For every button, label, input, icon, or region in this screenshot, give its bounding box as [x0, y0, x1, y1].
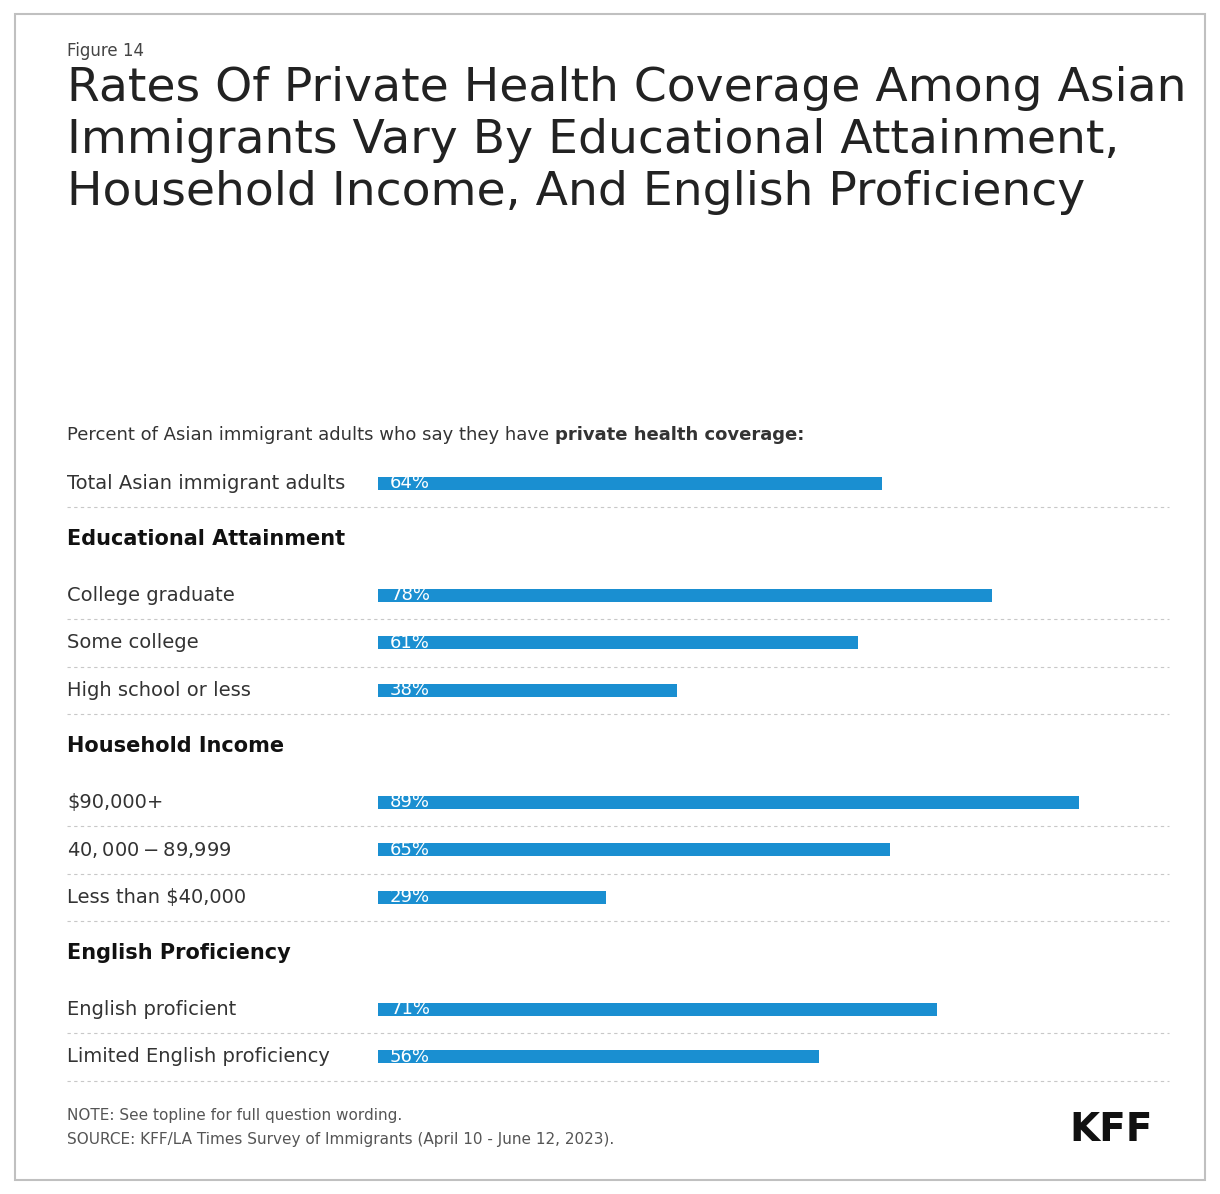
- Text: $90,000+: $90,000+: [67, 793, 163, 812]
- Bar: [378, 478, 882, 490]
- Text: 61%: 61%: [390, 634, 429, 652]
- Text: $40,000-$89,999: $40,000-$89,999: [67, 839, 232, 860]
- Text: 38%: 38%: [390, 682, 429, 700]
- Text: Percent of Asian immigrant adults who say they have: Percent of Asian immigrant adults who sa…: [67, 426, 555, 444]
- Text: English proficient: English proficient: [67, 999, 237, 1018]
- Text: Limited English proficiency: Limited English proficiency: [67, 1047, 329, 1066]
- Text: College graduate: College graduate: [67, 586, 234, 605]
- Bar: [378, 796, 1078, 808]
- Text: Some college: Some college: [67, 633, 199, 652]
- Text: KFF: KFF: [1070, 1110, 1153, 1149]
- Text: Figure 14: Figure 14: [67, 42, 144, 60]
- Bar: [378, 684, 677, 697]
- Text: Less than $40,000: Less than $40,000: [67, 888, 246, 907]
- Text: Rates Of Private Health Coverage Among Asian
Immigrants Vary By Educational Atta: Rates Of Private Health Coverage Among A…: [67, 66, 1187, 215]
- Text: 29%: 29%: [390, 888, 431, 906]
- Text: 65%: 65%: [390, 841, 429, 858]
- Bar: [378, 1003, 937, 1016]
- Text: Educational Attainment: Educational Attainment: [67, 529, 345, 549]
- Text: NOTE: See topline for full question wording.: NOTE: See topline for full question word…: [67, 1108, 403, 1124]
- Text: private health coverage:: private health coverage:: [555, 426, 804, 444]
- Text: Household Income: Household Income: [67, 737, 284, 756]
- Text: SOURCE: KFF/LA Times Survey of Immigrants (April 10 - June 12, 2023).: SOURCE: KFF/LA Times Survey of Immigrant…: [67, 1132, 615, 1147]
- Text: 56%: 56%: [390, 1048, 429, 1066]
- Bar: [378, 589, 992, 602]
- Bar: [378, 891, 606, 904]
- Bar: [378, 636, 858, 650]
- Bar: [378, 1051, 819, 1063]
- Text: 89%: 89%: [390, 793, 429, 811]
- Text: 78%: 78%: [390, 586, 429, 604]
- Text: Total Asian immigrant adults: Total Asian immigrant adults: [67, 474, 345, 493]
- Text: 64%: 64%: [390, 474, 429, 492]
- Text: 71%: 71%: [390, 1001, 429, 1018]
- Text: High school or less: High school or less: [67, 681, 251, 700]
- Text: English Proficiency: English Proficiency: [67, 943, 290, 964]
- Bar: [378, 843, 889, 856]
